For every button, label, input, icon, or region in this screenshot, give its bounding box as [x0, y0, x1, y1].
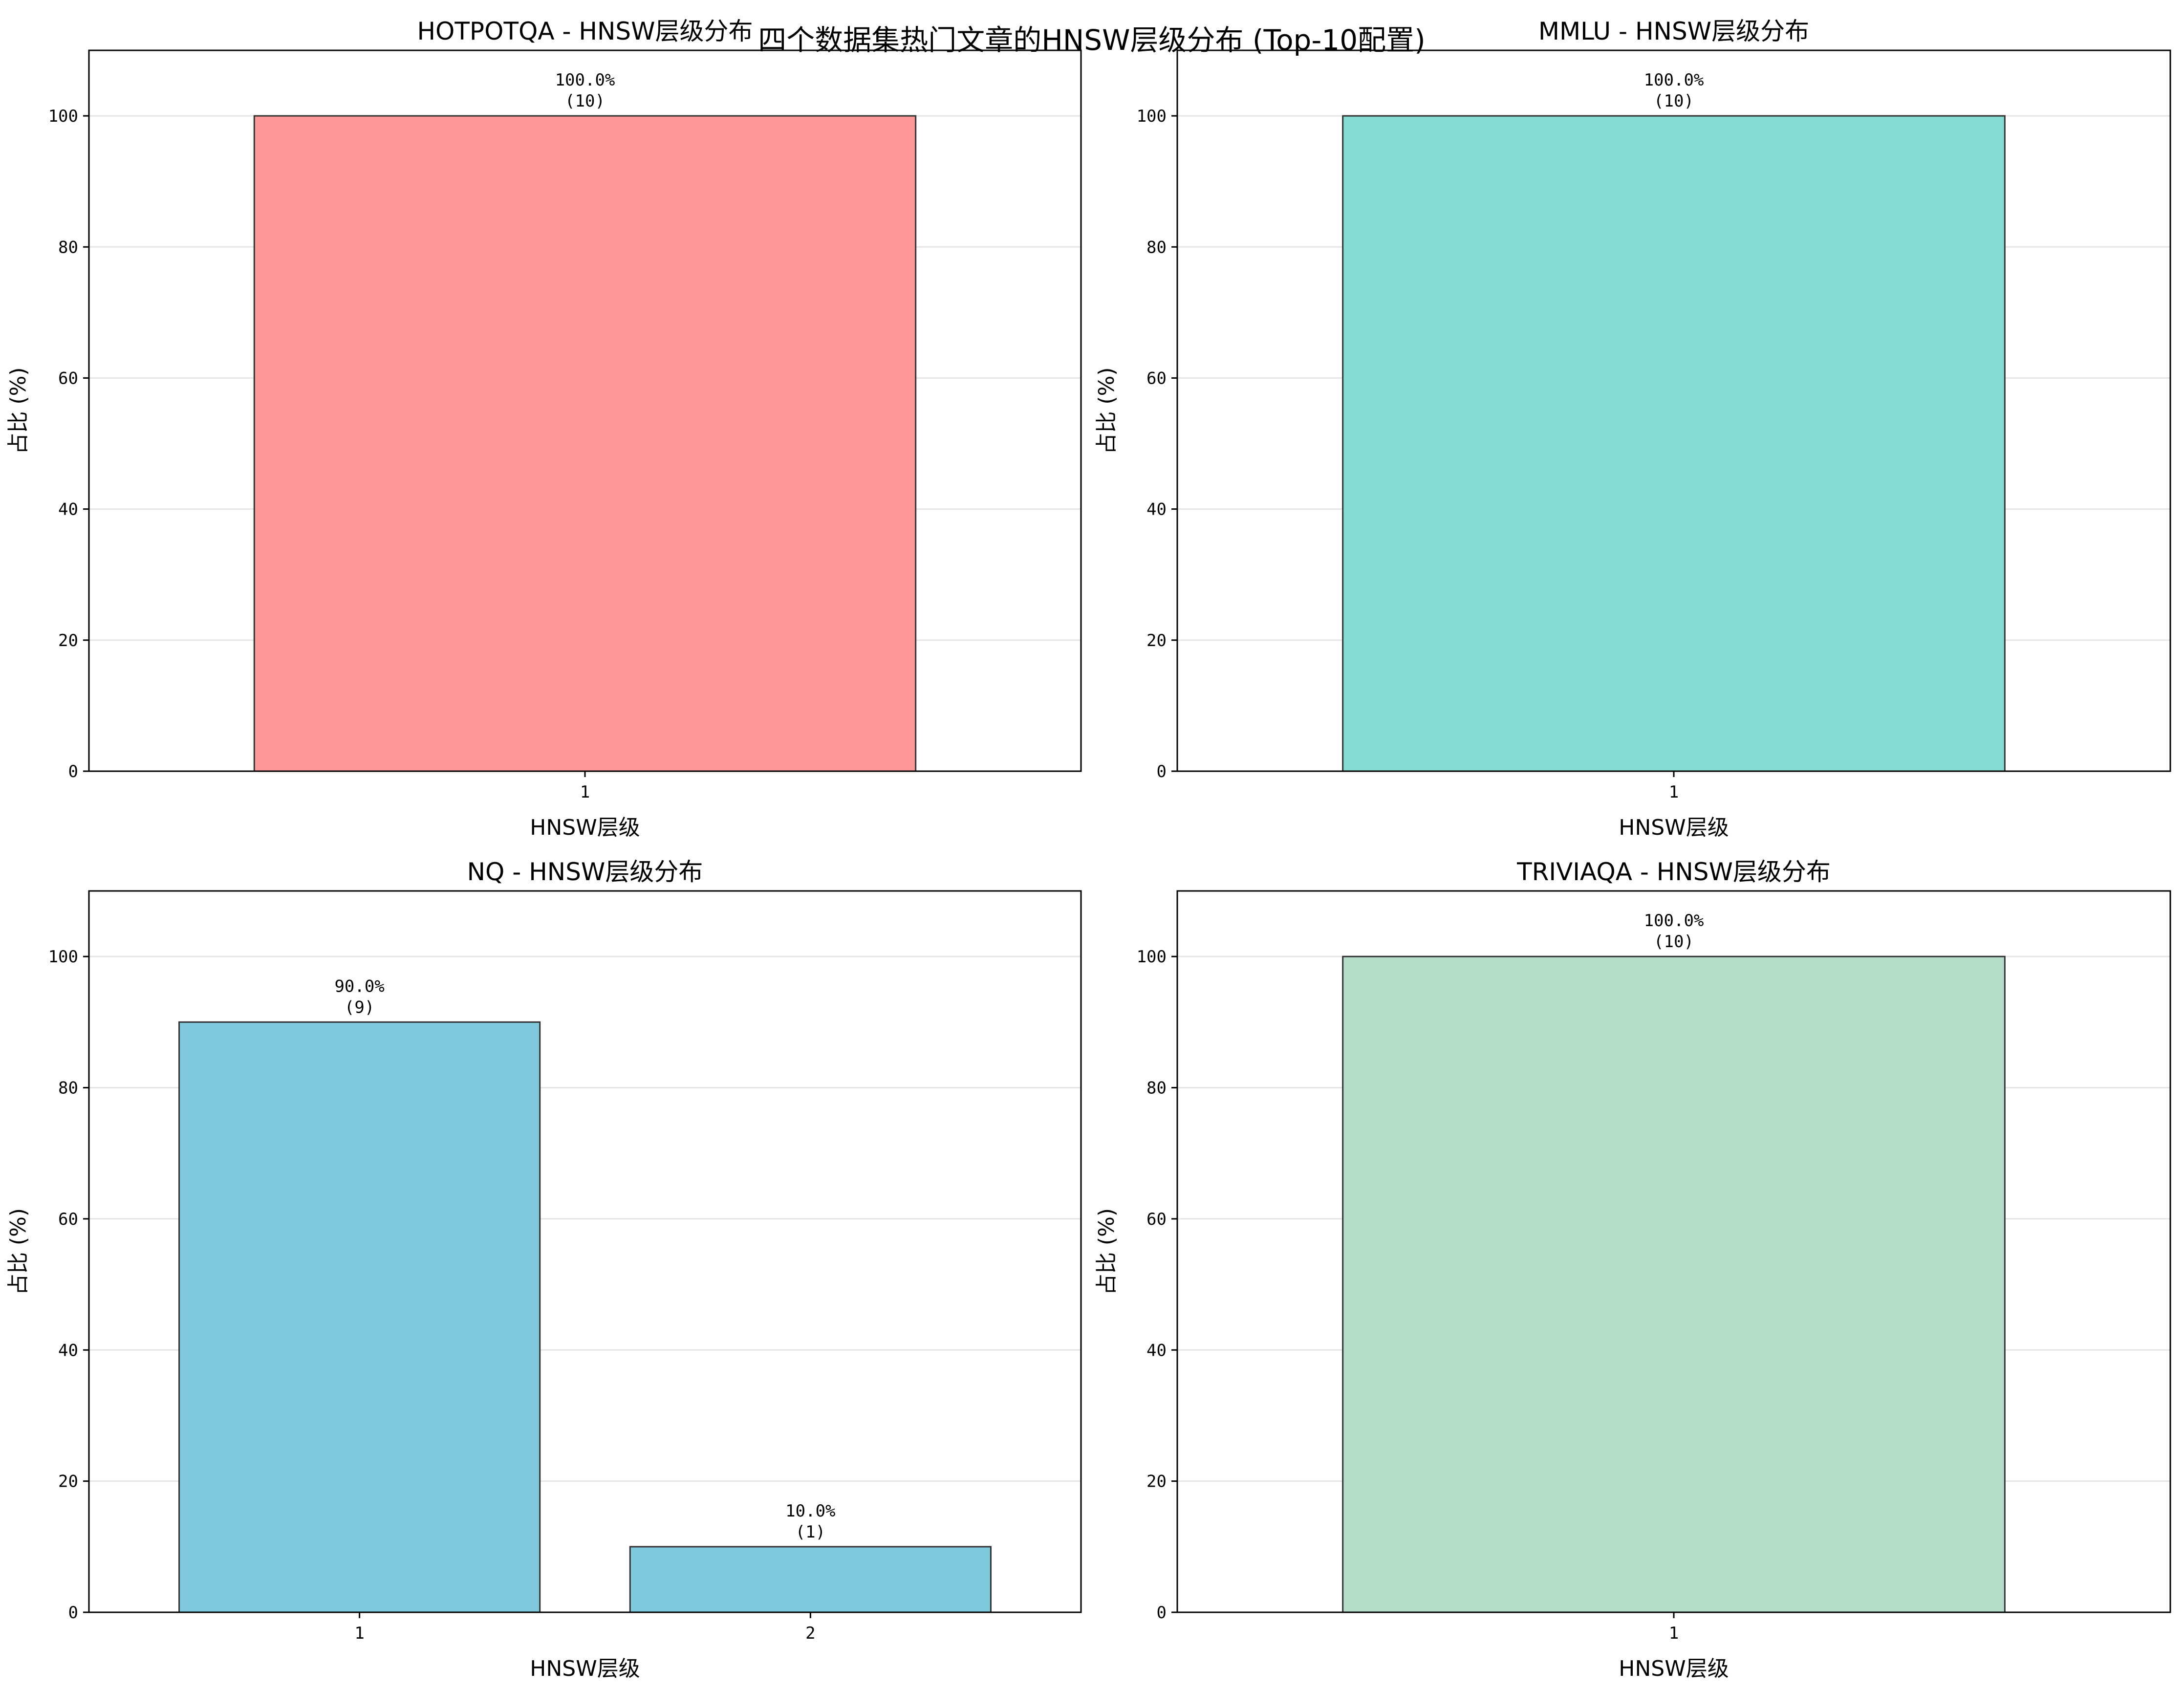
bar: [178, 1021, 541, 1613]
x-tick-label: 1: [580, 782, 590, 802]
axes-frame: [88, 890, 1082, 1613]
subplot-title: TRIVIAQA - HNSW层级分布: [1516, 858, 1831, 886]
y-axis-label: 占比 (%): [6, 1208, 31, 1295]
y-tick-label: 60: [58, 368, 78, 388]
y-tick-label: 20: [1146, 1472, 1167, 1492]
y-tick-label: 60: [1146, 368, 1167, 388]
y-tick-label: 80: [1146, 1079, 1167, 1098]
y-axis-label: 占比 (%): [1094, 1208, 1119, 1295]
y-tick-label: 80: [1146, 238, 1167, 257]
y-tick-label: 40: [58, 1341, 78, 1360]
y-tick-label: 100: [48, 107, 78, 126]
y-tick-label: 20: [1146, 631, 1167, 650]
data-label-count: (9): [345, 997, 374, 1017]
x-axis-label: HNSW层级: [1619, 815, 1729, 840]
y-tick-label: 60: [58, 1210, 78, 1229]
data-label-count: (1): [796, 1522, 825, 1542]
data-label-percent: 100.0%: [555, 70, 615, 90]
y-tick-label: 0: [68, 762, 78, 781]
y-tick-label: 20: [58, 1472, 78, 1492]
y-axis-label: 占比 (%): [6, 367, 31, 454]
y-tick-label: 40: [1146, 1341, 1167, 1360]
y-tick-label: 40: [1146, 500, 1167, 520]
y-tick-label: 100: [1137, 107, 1167, 126]
data-label-percent: 90.0%: [334, 976, 384, 996]
subplot-title: HOTPOTQA - HNSW层级分布: [417, 17, 753, 45]
x-axis-label: HNSW层级: [1619, 1656, 1729, 1681]
x-tick-label: 1: [1669, 1624, 1679, 1643]
axes-frame: [1176, 49, 2171, 772]
bar: [1342, 955, 2006, 1613]
data-label-count: (10): [1654, 932, 1694, 952]
x-axis-label: HNSW层级: [530, 1656, 640, 1681]
y-tick-label: 80: [58, 1079, 78, 1098]
y-tick-label: 20: [58, 631, 78, 650]
x-tick-label: 2: [805, 1624, 815, 1643]
x-tick-label: 1: [354, 1624, 364, 1643]
data-label-percent: 100.0%: [1644, 70, 1704, 90]
data-label-count: (10): [1654, 91, 1694, 111]
bar: [629, 1546, 992, 1613]
x-tick-label: 1: [1669, 782, 1679, 802]
y-tick-label: 100: [48, 947, 78, 967]
data-label-percent: 10.0%: [785, 1501, 835, 1521]
y-tick-label: 60: [1146, 1210, 1167, 1229]
axes-frame: [88, 49, 1082, 772]
y-axis-label: 占比 (%): [1094, 367, 1119, 454]
subplot-title: NQ - HNSW层级分布: [467, 858, 703, 886]
data-label-percent: 100.0%: [1644, 911, 1704, 931]
y-tick-label: 0: [1157, 1603, 1167, 1623]
x-axis-label: HNSW层级: [530, 815, 640, 840]
subplot-4: 100.0%(10) 1 0 20 40 60 80 100 TRIVIAQA - HNSW层级…: [1094, 858, 2171, 1681]
axes-frame: [1176, 890, 2171, 1613]
y-tick-label: 80: [58, 238, 78, 257]
subplot-1: 100.0%(10) 1 0 20 40 60 80 100 HOTPOTQA - HNSW层级…: [6, 17, 1082, 840]
bar: [253, 115, 917, 772]
y-tick-label: 0: [1157, 762, 1167, 781]
figure-suptitle: 四个数据集热门文章的HNSW层级分布 (Top-10配置): [758, 23, 1425, 57]
bar: [1342, 115, 2006, 772]
y-tick-label: 100: [1137, 947, 1167, 967]
subplot-title: MMLU - HNSW层级分布: [1538, 17, 1809, 45]
subplot-2: 100.0%(10) 1 0 20 40 60 80 100 MMLU - HNSW层级分布 HN…: [1094, 17, 2171, 840]
y-tick-label: 0: [68, 1603, 78, 1623]
data-label-count: (10): [565, 91, 605, 111]
y-tick-label: 40: [58, 500, 78, 520]
